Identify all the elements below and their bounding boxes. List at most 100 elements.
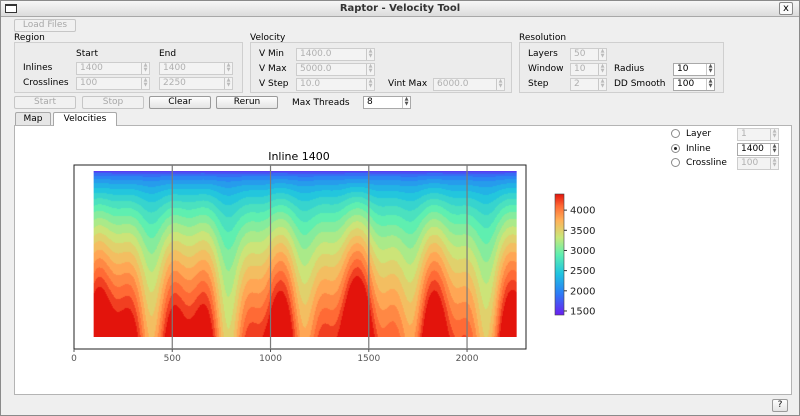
colorbar-tick-label: 1500 [570, 306, 595, 317]
inlines-label: Inlines [23, 63, 53, 73]
layer-option-label: Layer [686, 129, 712, 139]
spin-arrows-icon[interactable]: ▲ ▼ [224, 78, 232, 89]
tab-velocities[interactable]: Velocities [53, 112, 117, 126]
help-button[interactable]: ? [772, 399, 788, 412]
window-value: 10 [574, 64, 586, 74]
crosslines-start-spinbox[interactable]: 100 ▲ ▼ [76, 77, 150, 90]
plot-frame [73, 164, 527, 350]
vmax-value: 5000.0 [300, 64, 332, 74]
spin-arrows-icon[interactable]: ▲ ▼ [366, 49, 374, 60]
spin-arrows-icon[interactable]: ▲ ▼ [402, 97, 410, 108]
spin-arrows-icon[interactable]: ▲ ▼ [496, 79, 504, 90]
inline-option-label: Inline [686, 144, 711, 154]
inline-radio[interactable] [671, 144, 680, 153]
velocity-group-title: Velocity [250, 33, 286, 43]
spin-arrows-icon[interactable]: ▲ ▼ [706, 64, 714, 75]
inlines-start-spinbox[interactable]: 1400 ▲ ▼ [76, 62, 150, 75]
inlines-end-value: 1400 [163, 63, 186, 73]
window-spinbox[interactable]: 10 ▲ ▼ [570, 63, 607, 76]
crossline-spinbox[interactable]: 100 ▲ ▼ [737, 157, 779, 170]
x-tick-label: 2000 [456, 354, 479, 364]
vertical-lines [171, 165, 468, 349]
vmin-value: 1400.0 [300, 49, 332, 59]
colorbar-ticks: 1500 2000 2500 3000 3500 4000 [564, 206, 595, 317]
tab-map[interactable]: Map [15, 112, 51, 125]
step-label: Step [528, 79, 549, 89]
layer-radio[interactable] [671, 129, 680, 138]
radius-value: 10 [677, 64, 689, 74]
inlines-start-value: 1400 [80, 63, 103, 73]
vmax-label: V Max [259, 64, 287, 74]
colorbar-tick-label: 4000 [570, 206, 595, 217]
ddsmooth-spinbox[interactable]: 100 ▲ ▼ [673, 78, 715, 91]
colorbar [554, 193, 565, 316]
spin-arrows-icon[interactable]: ▲ ▼ [598, 49, 606, 60]
spin-arrows-icon[interactable]: ▲ ▼ [224, 63, 232, 74]
colorbar-tick-label: 2500 [570, 266, 595, 277]
spin-arrows-icon[interactable]: ▲ ▼ [770, 144, 778, 155]
spin-arrows-icon[interactable]: ▲ ▼ [598, 79, 606, 90]
vintmax-label: Vint Max [388, 79, 428, 89]
inline-spinbox[interactable]: 1400 ▲ ▼ [737, 143, 779, 156]
vintmax-value: 6000.0 [437, 79, 469, 89]
vintmax-spinbox[interactable]: 6000.0 ▲ ▼ [433, 78, 505, 91]
heatmap-raster [93, 171, 517, 337]
clear-button[interactable]: Clear [149, 96, 211, 109]
velocity-plot: Inline 1400 0 500 1000 1500 2000 1500 2000 250… [71, 150, 595, 364]
ddsmooth-label: DD Smooth [614, 79, 666, 89]
step-spinbox[interactable]: 2 ▲ ▼ [570, 78, 607, 91]
vstep-value: 10.0 [300, 79, 321, 89]
layers-label: Layers [528, 49, 558, 59]
x-tick-label: 1500 [357, 354, 380, 364]
heatmap [93, 171, 517, 337]
colorbar-tick-label: 3000 [570, 246, 595, 257]
x-tick-label: 0 [71, 354, 77, 364]
title-bar: Raptor - Velocity Tool x [1, 1, 799, 17]
ddsmooth-value: 100 [677, 79, 695, 89]
region-group-title: Region [14, 33, 45, 43]
region-start-header: Start [76, 49, 98, 59]
crossline-value: 100 [741, 158, 759, 168]
radius-label: Radius [614, 64, 645, 74]
inline-value: 1400 [741, 144, 764, 154]
window-title: Raptor - Velocity Tool [339, 3, 461, 14]
max-threads-label: Max Threads [292, 98, 350, 108]
region-end-header: End [159, 49, 177, 59]
spin-arrows-icon[interactable]: ▲ ▼ [770, 129, 778, 140]
spin-arrows-icon[interactable]: ▲ ▼ [770, 158, 778, 169]
vmin-label: V Min [259, 49, 284, 59]
x-tick-label: 1000 [259, 354, 282, 364]
crosslines-label: Crosslines [23, 78, 69, 88]
resolution-group-title: Resolution [519, 33, 567, 43]
crosslines-end-spinbox[interactable]: 2250 ▲ ▼ [159, 77, 233, 90]
close-button[interactable]: x [779, 2, 793, 15]
max-threads-value: 8 [367, 97, 373, 107]
spin-arrows-icon[interactable]: ▲ ▼ [141, 78, 149, 89]
inlines-end-spinbox[interactable]: 1400 ▲ ▼ [159, 62, 233, 75]
max-threads-spinbox[interactable]: 8 ▲ ▼ [363, 96, 411, 109]
vstep-spinbox[interactable]: 10.0 ▲ ▼ [296, 78, 375, 91]
radius-spinbox[interactable]: 10 ▲ ▼ [673, 63, 715, 76]
spin-arrows-icon[interactable]: ▲ ▼ [366, 64, 374, 75]
spin-arrows-icon[interactable]: ▲ ▼ [706, 79, 714, 90]
layer-spinbox[interactable]: 1 ▲ ▼ [737, 128, 779, 141]
x-tick-label: 500 [164, 354, 181, 364]
start-button[interactable]: Start [14, 96, 76, 109]
layers-spinbox[interactable]: 50 ▲ ▼ [570, 48, 607, 61]
spin-arrows-icon[interactable]: ▲ ▼ [366, 79, 374, 90]
load-files-button[interactable]: Load Files [14, 19, 76, 32]
crossline-radio[interactable] [671, 158, 680, 167]
colorbar-tick-label: 3500 [570, 226, 595, 237]
chart-title: Inline 1400 [268, 150, 330, 163]
vmin-spinbox[interactable]: 1400.0 ▲ ▼ [296, 48, 375, 61]
layer-value: 1 [741, 129, 747, 139]
spin-arrows-icon[interactable]: ▲ ▼ [141, 63, 149, 74]
stop-button[interactable]: Stop [82, 96, 144, 109]
vstep-label: V Step [259, 79, 289, 89]
spin-arrows-icon[interactable]: ▲ ▼ [598, 64, 606, 75]
rerun-button[interactable]: Rerun [216, 96, 278, 109]
window-menu-icon[interactable] [5, 4, 17, 13]
crosslines-end-value: 2250 [163, 78, 186, 88]
vmax-spinbox[interactable]: 5000.0 ▲ ▼ [296, 63, 375, 76]
